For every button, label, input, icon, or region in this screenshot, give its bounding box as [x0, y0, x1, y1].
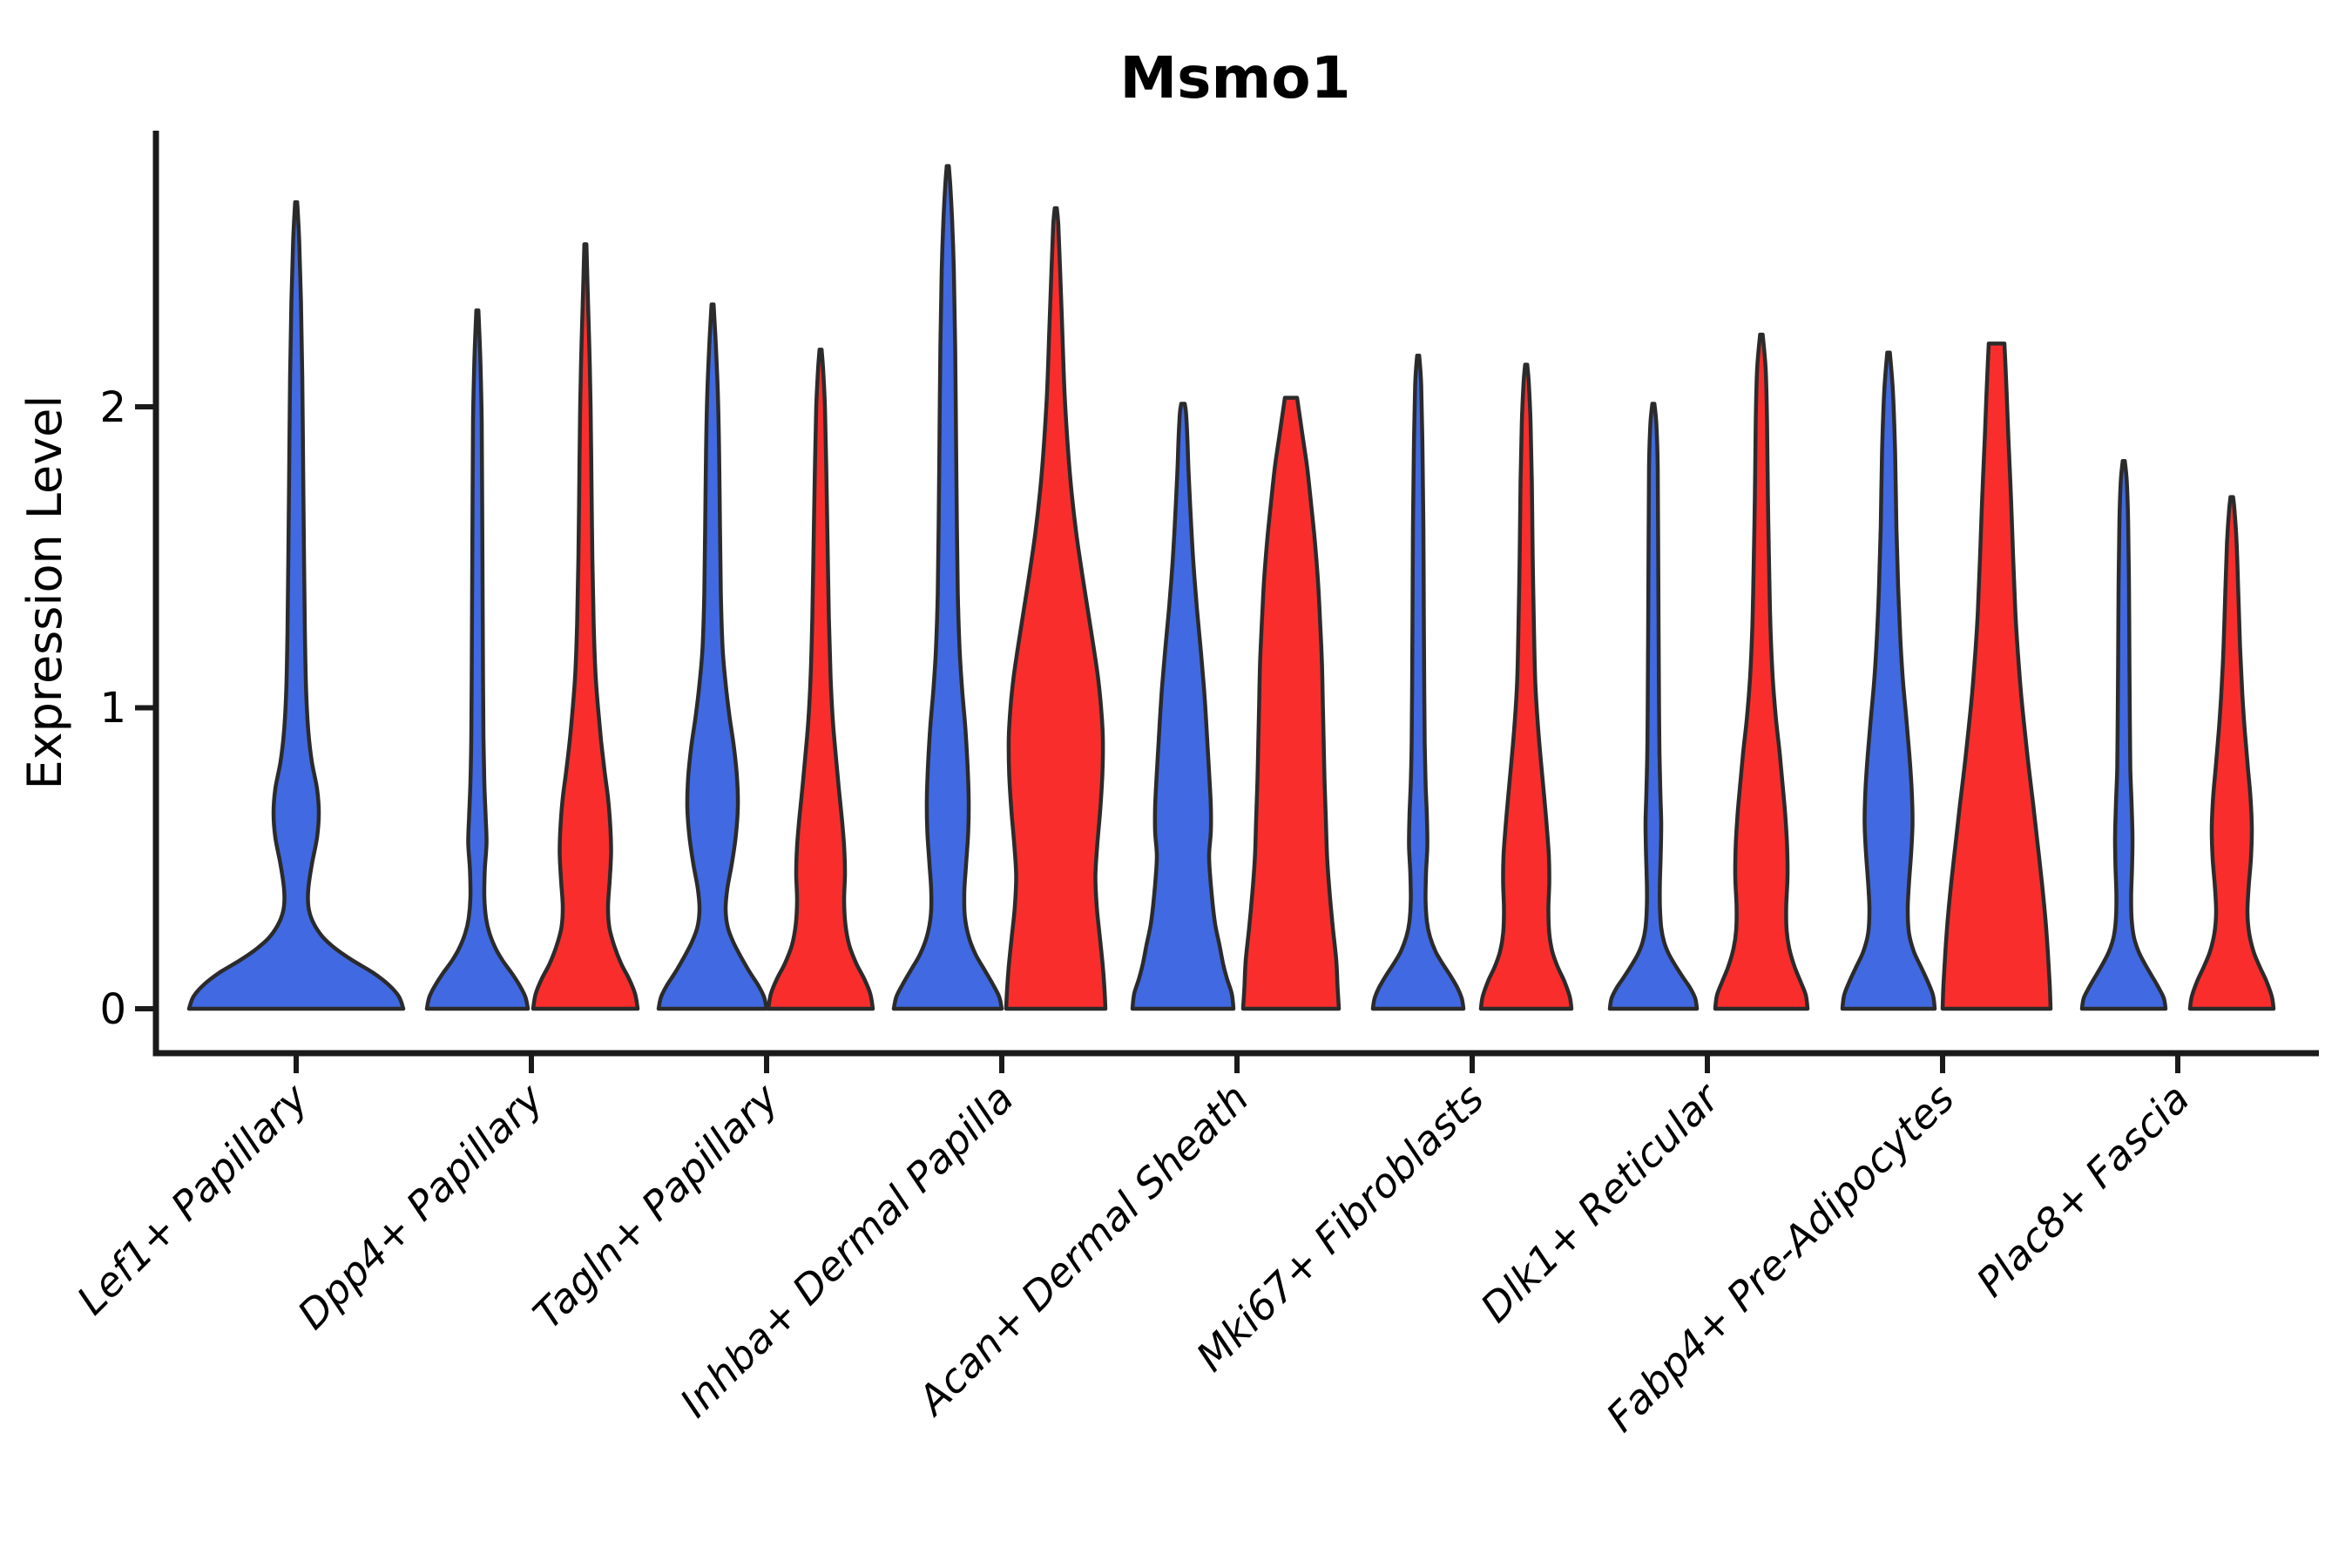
- violin-5-blue: [1370, 354, 1466, 1011]
- violin-6-red: [1713, 332, 1810, 1011]
- violin-1-blue: [424, 308, 531, 1011]
- x-category-label-0: Lef1+ Papillary: [68, 1074, 317, 1323]
- violin-7-red: [1940, 341, 2053, 1011]
- violin-4-blue: [1130, 402, 1236, 1011]
- violin-6-blue: [1607, 402, 1700, 1011]
- y-axis-label: Expression Level: [17, 395, 72, 790]
- y-tick-label-0: 0: [99, 985, 126, 1034]
- chart-title: Msmo1: [1120, 44, 1351, 112]
- violin-4-red: [1240, 395, 1342, 1011]
- x-category-label-6: Dlk1+ Reticular: [1471, 1072, 1730, 1331]
- violin-0-blue: [186, 199, 406, 1011]
- x-category-label-1: Dpp4+ Papillary: [288, 1074, 552, 1338]
- violin-8-red: [2187, 495, 2276, 1011]
- violin-5-red: [1478, 362, 1574, 1011]
- violin-2-blue: [656, 302, 769, 1011]
- violin-7-blue: [1840, 350, 1937, 1011]
- y-tick-label-1: 1: [99, 684, 126, 733]
- y-tick-label-2: 2: [99, 383, 126, 432]
- violin-3-blue: [891, 164, 1004, 1011]
- violin-2-red: [766, 348, 875, 1011]
- violin-3-red: [1004, 206, 1108, 1011]
- violins-layer: [186, 164, 2276, 1011]
- violin-1-red: [531, 242, 640, 1011]
- violin-8-blue: [2079, 458, 2168, 1011]
- x-category-label-8: Plac8+ Fascia: [1967, 1075, 2198, 1306]
- x-category-label-2: Tagln+ Papillary: [524, 1074, 787, 1338]
